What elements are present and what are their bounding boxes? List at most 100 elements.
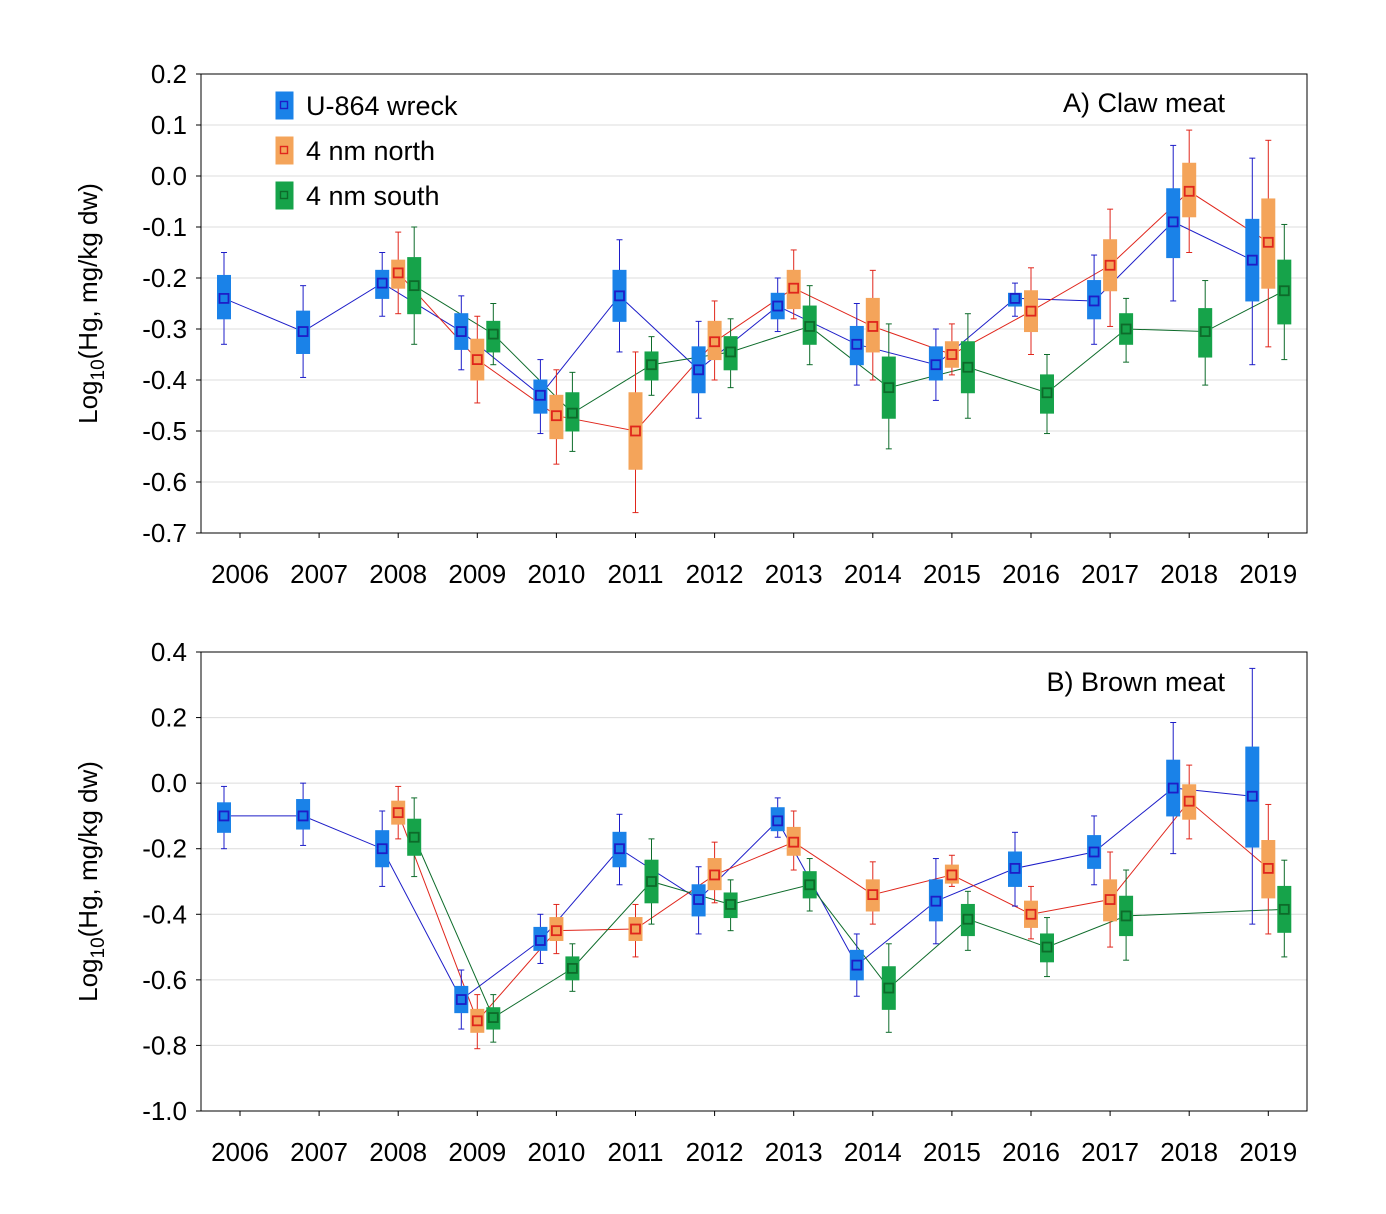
box-u-864-wreck [454, 985, 469, 1014]
median-marker-4-nm-south [1278, 285, 1290, 297]
median-marker-4-nm-south [1041, 941, 1053, 953]
y-axis-title: Log10(Hg, mg/kg dw) [73, 183, 109, 424]
median-marker-4-nm-north [551, 925, 562, 937]
box-4-nm-north [786, 269, 801, 310]
median-marker-u-864-wreck [218, 292, 230, 304]
median-marker-4-nm-south [962, 361, 974, 373]
median-marker-u-864-wreck [772, 300, 784, 312]
x-tick-label: 2019 [1239, 559, 1297, 589]
median-marker-u-864-wreck [614, 843, 625, 855]
median-marker-u-864-wreck [851, 959, 863, 971]
median-marker-u-864-wreck [1246, 254, 1258, 266]
median-marker-4-nm-south [567, 962, 578, 974]
x-tick-label: 2007 [290, 559, 348, 589]
box-4-nm-south [723, 336, 738, 371]
median-marker-u-864-wreck [693, 894, 704, 905]
median-marker-4-nm-north [709, 336, 720, 348]
legend-marker-4-nm-north [279, 145, 289, 155]
box-u-864-wreck [454, 313, 469, 350]
box-u-864-wreck [217, 802, 231, 833]
median-marker-u-864-wreck [535, 389, 546, 401]
box-4-nm-north [470, 1008, 485, 1033]
plot-frame [200, 73, 1308, 534]
box-4-nm-south [407, 257, 422, 315]
y-tick-label: 0.0 [151, 161, 187, 191]
box-4-nm-north [944, 341, 959, 368]
box-u-864-wreck [1008, 851, 1022, 887]
median-marker-4-nm-south [725, 899, 736, 910]
median-marker-u-864-wreck [1009, 292, 1021, 304]
x-tick-label: 2013 [765, 1137, 823, 1167]
box-u-864-wreck [217, 274, 231, 320]
box-u-864-wreck [296, 310, 311, 354]
median-line-u-864-wreck [223, 221, 1253, 397]
median-line-4-nm-north [397, 800, 1269, 1022]
box-4-nm-north [549, 394, 564, 440]
box-u-864-wreck [375, 830, 390, 868]
box-4-nm-north [1182, 162, 1197, 218]
x-tick-label: 2013 [765, 559, 823, 589]
x-tick-label: 2006 [211, 1137, 269, 1167]
x-tick-label: 2012 [686, 559, 744, 589]
box-4-nm-south [1277, 259, 1292, 325]
box-4-nm-north [1103, 239, 1118, 292]
box-4-nm-south [644, 859, 659, 904]
x-tick-label: 2018 [1160, 559, 1218, 589]
median-marker-u-864-wreck [1167, 216, 1179, 228]
box-u-864-wreck [1245, 746, 1260, 848]
box-4-nm-north [1024, 290, 1038, 333]
median-marker-4-nm-north [471, 1015, 483, 1027]
median-marker-u-864-wreck [297, 810, 309, 822]
box-u-864-wreck [928, 879, 943, 922]
legend-label: U-864 wreck [306, 91, 458, 121]
median-marker-u-864-wreck [455, 994, 467, 1005]
median-marker-u-864-wreck [930, 895, 942, 907]
box-u-864-wreck [296, 799, 311, 830]
box-4-nm-north [786, 826, 801, 856]
x-tick-label: 2011 [608, 559, 664, 589]
y-tick-label: -0.6 [142, 965, 187, 995]
box-4-nm-north [391, 800, 406, 825]
median-marker-4-nm-south [567, 407, 578, 419]
median-marker-u-864-wreck [455, 326, 467, 337]
legend-swatch-4-nm-south [275, 181, 294, 210]
y-tick-label: -0.2 [142, 263, 187, 293]
y-tick-label: -0.4 [142, 365, 187, 395]
y-tick-label: -1.0 [142, 1096, 187, 1126]
box-u-864-wreck [928, 346, 943, 381]
median-line-u-864-wreck [224, 787, 1253, 1001]
box-4-nm-south [1198, 308, 1213, 358]
y-tick-label: -0.1 [142, 212, 187, 242]
x-tick-label: 2014 [844, 559, 902, 589]
median-marker-4-nm-north [1183, 795, 1195, 807]
median-marker-u-864-wreck [772, 815, 784, 827]
box-u-864-wreck [1166, 188, 1181, 259]
legend-swatch-u-864-wreck [275, 91, 294, 120]
x-tick-label: 2011 [608, 1137, 664, 1167]
box-u-864-wreck [1166, 759, 1181, 817]
median-marker-4-nm-south [1278, 903, 1290, 915]
x-tick-label: 2018 [1160, 1137, 1218, 1167]
median-marker-4-nm-north [788, 836, 800, 848]
x-tick-label: 2007 [290, 1137, 348, 1167]
median-marker-4-nm-south [883, 982, 895, 994]
legend: U-864 wreck 4 nm north 4 nm south [275, 91, 458, 211]
median-marker-4-nm-south [646, 876, 657, 887]
legend-marker-u-864-wreck [279, 100, 289, 110]
median-marker-4-nm-south [487, 328, 499, 340]
panel-title: B) Brown meat [1046, 667, 1225, 697]
median-marker-4-nm-north [946, 869, 958, 881]
median-marker-4-nm-north [1104, 894, 1116, 905]
median-marker-4-nm-south [804, 321, 816, 332]
y-tick-label: -0.3 [142, 314, 187, 344]
median-marker-4-nm-south [962, 913, 974, 925]
median-marker-u-864-wreck [693, 364, 704, 376]
box-4-nm-south [565, 956, 580, 981]
x-tick-label: 2006 [211, 559, 269, 589]
x-tick-label: 2017 [1081, 1137, 1139, 1167]
box-u-864-wreck [849, 325, 864, 366]
box-4-nm-south [960, 341, 975, 394]
median-marker-4-nm-south [1120, 910, 1132, 922]
y-tick-label: 0.2 [151, 59, 187, 89]
median-marker-u-864-wreck [614, 290, 625, 302]
